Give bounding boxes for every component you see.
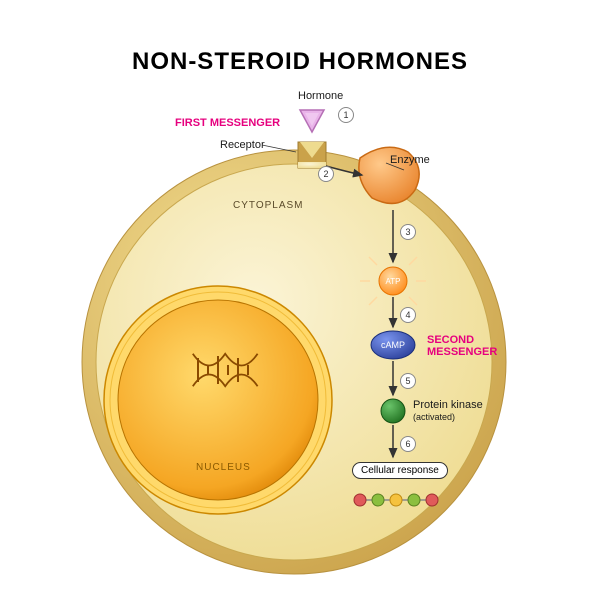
nucleus-label: NUCLEUS xyxy=(196,462,251,473)
protein-kinase-label: Protein kinase (activated) xyxy=(413,399,483,423)
camp-label: cAMP xyxy=(378,338,408,352)
step-2: 2 xyxy=(318,166,334,182)
hormone-label: Hormone xyxy=(298,90,343,102)
receptor-label: Receptor xyxy=(220,139,265,151)
second-messenger-label: SECOND MESSENGER xyxy=(427,334,497,358)
step-6: 6 xyxy=(400,436,416,452)
step-3: 3 xyxy=(400,224,416,240)
step-5: 5 xyxy=(400,373,416,389)
enzyme-label: Enzyme xyxy=(390,154,430,166)
step-1: 1 xyxy=(338,107,354,123)
first-messenger-label: FIRST MESSENGER xyxy=(175,117,280,129)
step-4: 4 xyxy=(400,307,416,323)
cytoplasm-label: CYTOPLASM xyxy=(233,200,304,211)
protein-kinase-icon xyxy=(381,399,405,423)
cellular-response-box: Cellular response xyxy=(352,462,448,479)
atp-label: ATP xyxy=(383,274,403,288)
